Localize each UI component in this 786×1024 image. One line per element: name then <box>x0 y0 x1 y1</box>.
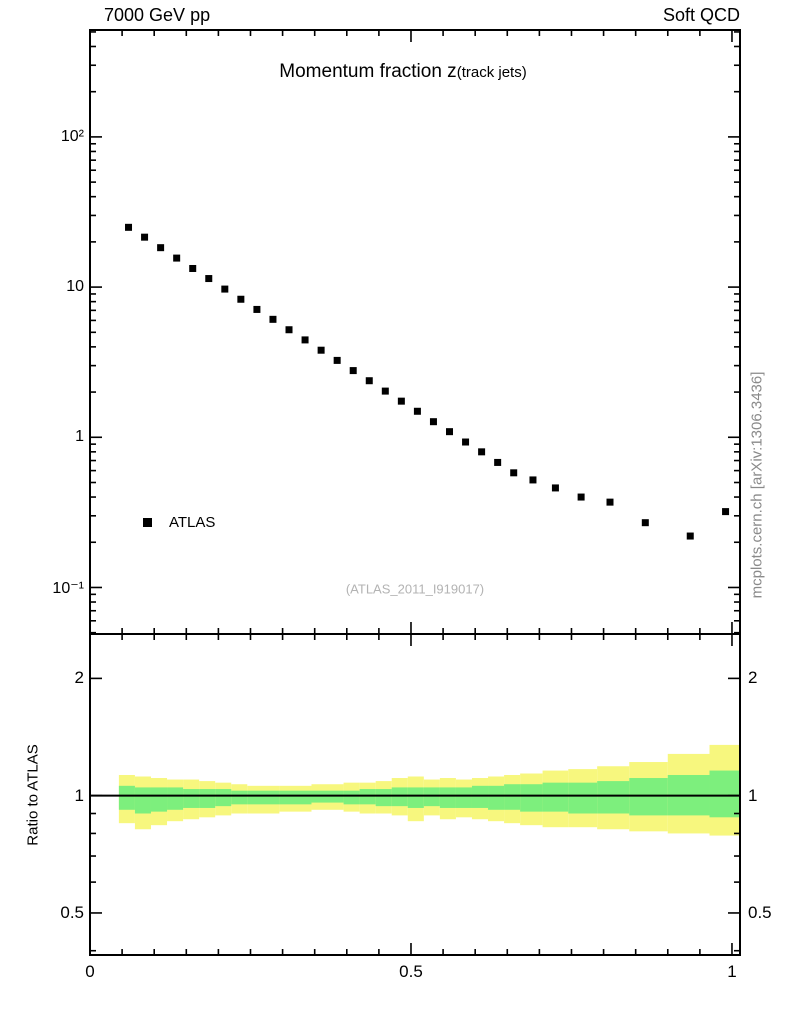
ratio-ytick-right-1: 1 <box>748 786 758 805</box>
main-ytick-1: 1 <box>75 428 84 445</box>
xtick-1: 1 <box>727 962 737 981</box>
legend: ATLAS <box>143 514 215 531</box>
analysis-reference: (ATLAS_2011_I919017) <box>345 581 485 597</box>
main-ytick-10: 10 <box>66 278 84 295</box>
square-marker-icon <box>143 518 152 527</box>
ratio-ytick-left-1: 1 <box>74 786 84 805</box>
xtick-0p5: 0.5 <box>399 962 423 981</box>
beam-energy-label: 7000 GeV pp <box>104 5 211 25</box>
xtick-0: 0 <box>85 962 95 981</box>
plot-title-main: Momentum fraction z <box>279 61 457 82</box>
legend-label: ATLAS <box>169 514 216 531</box>
ratio-ytick-right-2: 2 <box>748 668 758 687</box>
ratio-ytick-left-2: 2 <box>74 668 84 687</box>
watermark: mcplots.cern.ch [arXiv:1306.3436] <box>748 371 766 599</box>
process-group-label: Soft QCD <box>662 5 740 25</box>
main-ytick-0p1: 10⁻¹ <box>52 580 84 597</box>
main-ytick-100: 10² <box>60 128 84 145</box>
plot-title-suffix: (track jets) <box>456 64 527 81</box>
ratio-ytick-right-0p5: 0.5 <box>748 903 772 922</box>
ratio-ytick-left-0p5: 0.5 <box>60 903 84 922</box>
plot-title: Momentum fraction z(track jets) <box>279 61 526 83</box>
